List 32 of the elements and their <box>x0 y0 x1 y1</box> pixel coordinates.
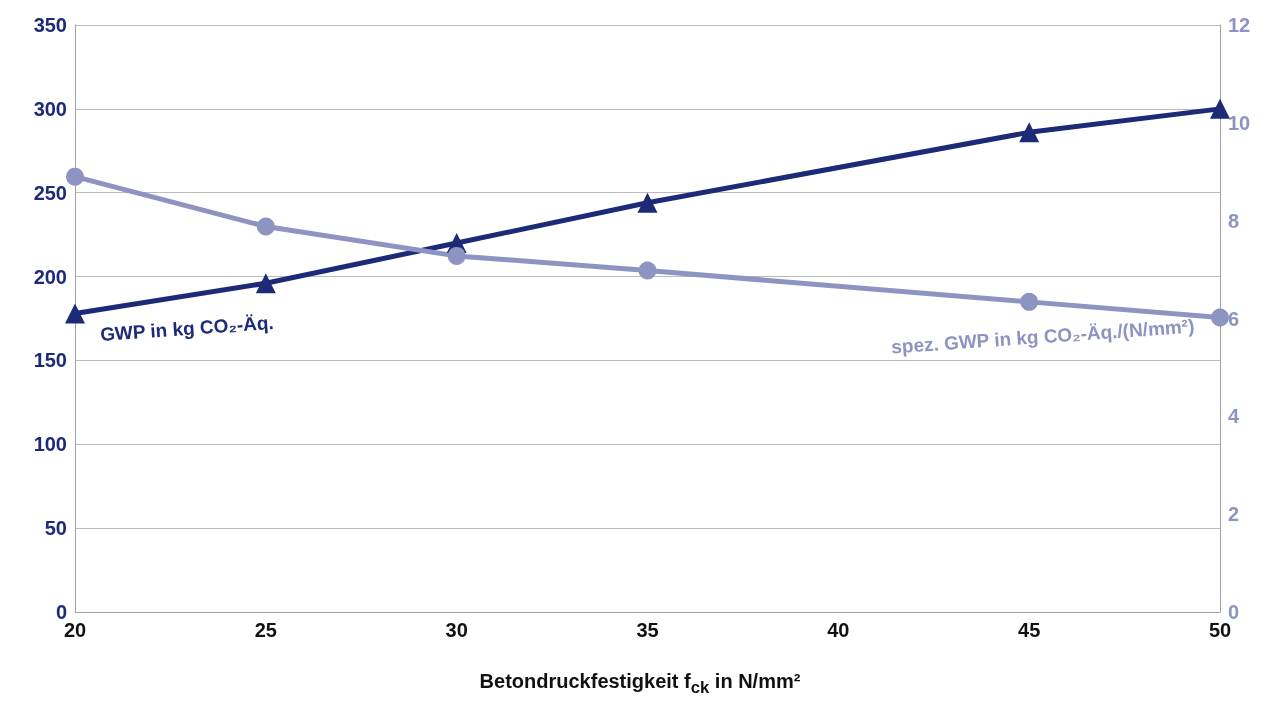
point <box>1019 122 1040 143</box>
y-tick-label: 350 <box>33 14 67 36</box>
point <box>65 303 85 324</box>
x-tick-label: 25 <box>254 619 277 641</box>
point <box>256 217 275 236</box>
series-label: GWP in kg CO₂-Äq. <box>99 312 275 347</box>
point <box>637 192 658 213</box>
y-tick-label: 300 <box>33 97 67 120</box>
y2-tick-label: 8 <box>1228 209 1240 232</box>
point <box>66 167 84 186</box>
y2-tick-label: 10 <box>1228 111 1251 134</box>
y2-tick-label: 4 <box>1228 405 1240 428</box>
x-tick-label: 35 <box>636 619 659 641</box>
point <box>1020 292 1039 311</box>
y-tick-label: 150 <box>33 349 67 372</box>
point <box>255 273 276 294</box>
point <box>638 261 657 280</box>
y2-tick-label: 6 <box>1228 307 1240 330</box>
x-tick-label: 30 <box>445 619 468 641</box>
series-label: spez. GWP in kg CO₂-Äq./(N/mm²) <box>890 314 1196 359</box>
x-axis-title: Betondruckfestigkeit f$_{ck}$ in N/mm² <box>478 670 802 698</box>
y-tick-label: 50 <box>44 517 67 540</box>
y-tick-label: 100 <box>33 433 67 456</box>
point <box>1211 308 1229 327</box>
y-tick-label: 250 <box>33 181 67 204</box>
point <box>447 246 466 265</box>
y2-tick-label: 2 <box>1228 503 1240 526</box>
x-tick-label: 40 <box>827 619 850 641</box>
y2-tick-label: 12 <box>1228 14 1251 36</box>
x-tick-label: 45 <box>1018 619 1041 641</box>
y-tick-label: 200 <box>33 265 67 288</box>
point <box>1210 98 1230 119</box>
